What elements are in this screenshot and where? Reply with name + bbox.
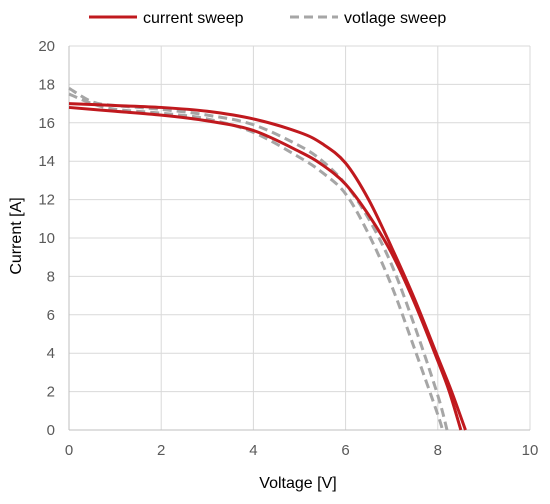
legend-label-voltage-sweep: votlage sweep <box>344 10 446 27</box>
x-tick-label: 6 <box>341 442 349 459</box>
plot-area <box>68 86 467 431</box>
y-tick-label: 18 <box>38 76 55 93</box>
x-tick-label: 2 <box>157 442 165 459</box>
y-tick-label: 12 <box>38 192 55 209</box>
y-axis-title: Current [A] <box>8 197 25 274</box>
legend-label-current-sweep: current sweep <box>143 10 244 27</box>
axes <box>68 46 530 431</box>
x-tick-label: 8 <box>434 442 442 459</box>
series-line-voltage-sweep-0 <box>68 86 449 431</box>
y-tick-label: 20 <box>38 38 55 55</box>
y-tick-label: 16 <box>38 115 55 132</box>
gridlines <box>69 45 531 430</box>
x-tick-label: 0 <box>65 442 73 459</box>
tick-labels: 0 2 4 6 8 10 12 14 16 18 20 0 2 4 6 8 10 <box>38 38 538 459</box>
y-tick-label: 0 <box>47 422 55 439</box>
x-tick-label: 4 <box>249 442 257 459</box>
series-line-voltage-sweep-1 <box>68 92 444 431</box>
y-tick-label: 14 <box>38 153 55 170</box>
y-tick-label: 6 <box>47 307 55 324</box>
series-line-current-sweep-1 <box>68 105 463 431</box>
legend: current sweep votlage sweep <box>89 10 446 27</box>
y-tick-label: 8 <box>47 268 55 285</box>
y-tick-label: 2 <box>47 384 55 401</box>
y-tick-label: 10 <box>38 230 55 247</box>
x-axis-title: Voltage [V] <box>259 475 336 492</box>
x-tick-label: 10 <box>522 442 539 459</box>
y-tick-label: 4 <box>47 345 55 362</box>
